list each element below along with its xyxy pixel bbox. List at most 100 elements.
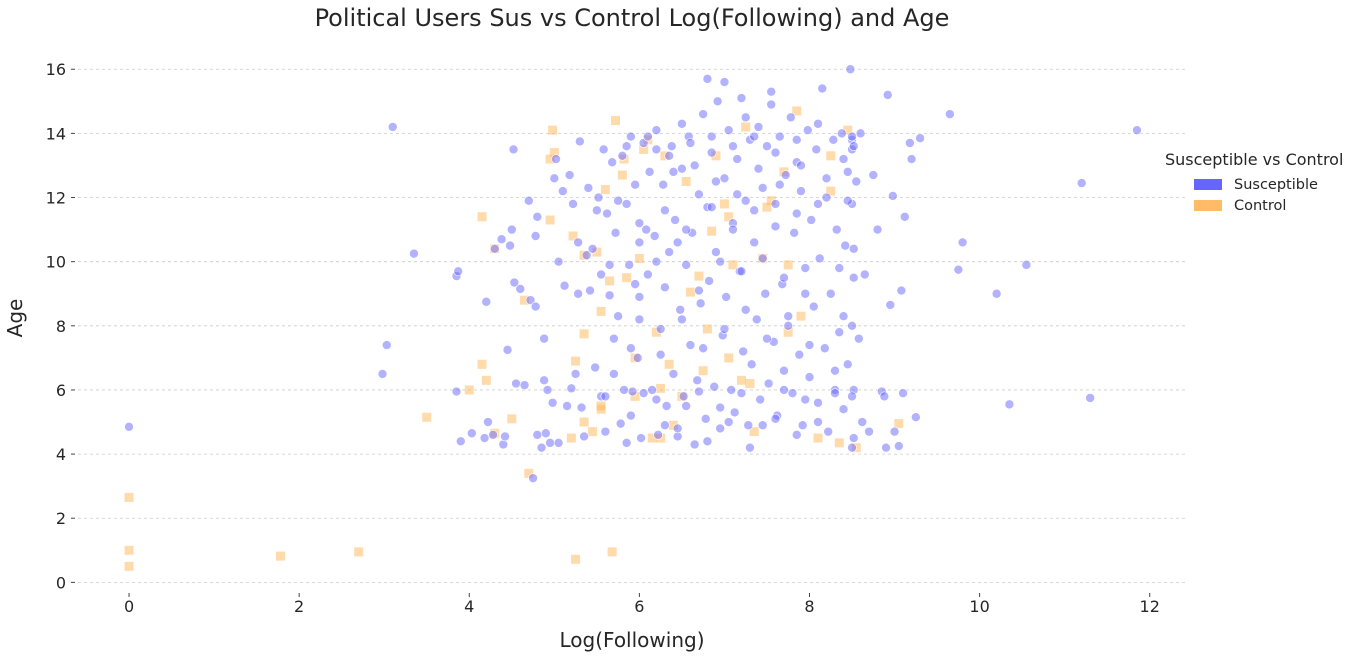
control-point: [766, 196, 776, 206]
susceptible-point: [692, 375, 703, 386]
legend-swatch-control: [1194, 200, 1222, 211]
susceptible-point: [830, 388, 840, 398]
susceptible-point: [613, 195, 623, 206]
legend-item-control: Control: [1165, 195, 1343, 216]
susceptible-point: [660, 205, 670, 216]
susceptible-point: [627, 386, 638, 397]
control-point: [741, 122, 751, 132]
susceptible-point: [851, 176, 862, 187]
control-point: [545, 215, 555, 225]
susceptible-point: [847, 391, 857, 402]
susceptible-point: [573, 288, 583, 299]
control-point: [719, 199, 729, 209]
y-tick-label: 6: [56, 381, 66, 400]
susceptible-point: [817, 83, 828, 94]
susceptible-point: [483, 417, 493, 427]
susceptible-point: [751, 314, 762, 325]
control-point: [568, 231, 578, 241]
control-point: [579, 417, 589, 427]
susceptible-point: [789, 228, 799, 238]
control-point: [894, 419, 904, 429]
susceptible-point: [530, 301, 541, 312]
susceptible-point: [872, 224, 883, 235]
control-point: [736, 375, 746, 385]
susceptible-point: [796, 160, 806, 171]
control-point: [545, 154, 555, 164]
susceptible-point: [649, 231, 660, 241]
susceptible-point: [488, 430, 498, 440]
control-point: [834, 438, 844, 448]
susceptible-point: [848, 244, 859, 254]
susceptible-point: [451, 386, 462, 397]
x-axis-label: Log(Following): [560, 628, 705, 652]
susceptible-point: [651, 144, 662, 155]
susceptible-point: [766, 86, 777, 97]
susceptible-point: [409, 248, 419, 259]
susceptible-point: [828, 134, 839, 145]
susceptible-point: [694, 285, 704, 296]
susceptible-point: [626, 343, 636, 354]
susceptible-point: [787, 388, 798, 398]
susceptible-point: [702, 436, 713, 447]
susceptible-point: [553, 438, 564, 448]
susceptible-point: [600, 391, 611, 402]
y-axis-label: Age: [3, 299, 27, 338]
susceptible-point: [800, 288, 811, 299]
susceptible-point: [643, 269, 653, 280]
susceptible-point: [749, 205, 760, 216]
susceptible-point: [694, 386, 704, 397]
legend-swatch-susceptible: [1194, 179, 1222, 190]
susceptible-point: [800, 394, 811, 405]
susceptible-point: [753, 163, 764, 174]
susceptible-point: [381, 340, 392, 350]
control-point: [796, 311, 806, 321]
susceptible-point: [855, 128, 866, 139]
susceptible-point: [525, 295, 536, 305]
susceptible-point: [779, 365, 789, 376]
y-tick-label: 0: [56, 573, 66, 592]
susceptible-point: [638, 388, 649, 398]
susceptible-point: [532, 430, 543, 440]
susceptible-point: [630, 279, 640, 289]
control-point: [124, 492, 134, 502]
susceptible-point: [536, 442, 547, 453]
y-tick-label: 14: [46, 124, 66, 143]
susceptible-point: [634, 292, 645, 302]
susceptible-point: [643, 131, 653, 142]
susceptible-point: [813, 199, 823, 209]
susceptible-point: [728, 141, 738, 152]
y-tick-label: 2: [56, 509, 66, 528]
control-point: [762, 202, 772, 212]
susceptible-point: [617, 151, 628, 161]
susceptible-point: [539, 375, 549, 386]
control-point: [813, 433, 823, 443]
susceptible-point: [573, 237, 583, 248]
control-point: [826, 151, 836, 161]
susceptible-point: [502, 345, 513, 355]
susceptible-point: [511, 378, 521, 389]
control-point: [651, 327, 661, 337]
susceptible-point: [570, 369, 581, 379]
susceptible-point: [700, 414, 711, 424]
susceptible-point: [668, 167, 679, 177]
x-tick-labels: 0 2 4 6 8 10 12: [124, 593, 1160, 616]
susceptible-point: [685, 138, 696, 148]
susceptible-point: [1076, 178, 1087, 188]
gridlines: [78, 68, 1188, 583]
susceptible-point: [774, 131, 785, 142]
susceptible-point: [719, 77, 730, 87]
x-tick-label: 0: [124, 597, 134, 616]
susceptible-point: [864, 426, 874, 437]
control-point: [579, 329, 589, 339]
susceptible-point: [695, 298, 706, 309]
control-point: [668, 420, 678, 430]
y-tick-labels: 0 2 4 6 8 10 12 14 16: [46, 60, 75, 592]
susceptible-point: [609, 333, 619, 344]
susceptible-point: [387, 122, 398, 132]
susceptible-point: [542, 385, 553, 395]
susceptible-point: [575, 136, 585, 147]
susceptible-point: [712, 96, 723, 107]
control-point: [630, 391, 640, 401]
y-tick-label: 4: [56, 445, 66, 464]
susceptible-point: [661, 401, 672, 411]
